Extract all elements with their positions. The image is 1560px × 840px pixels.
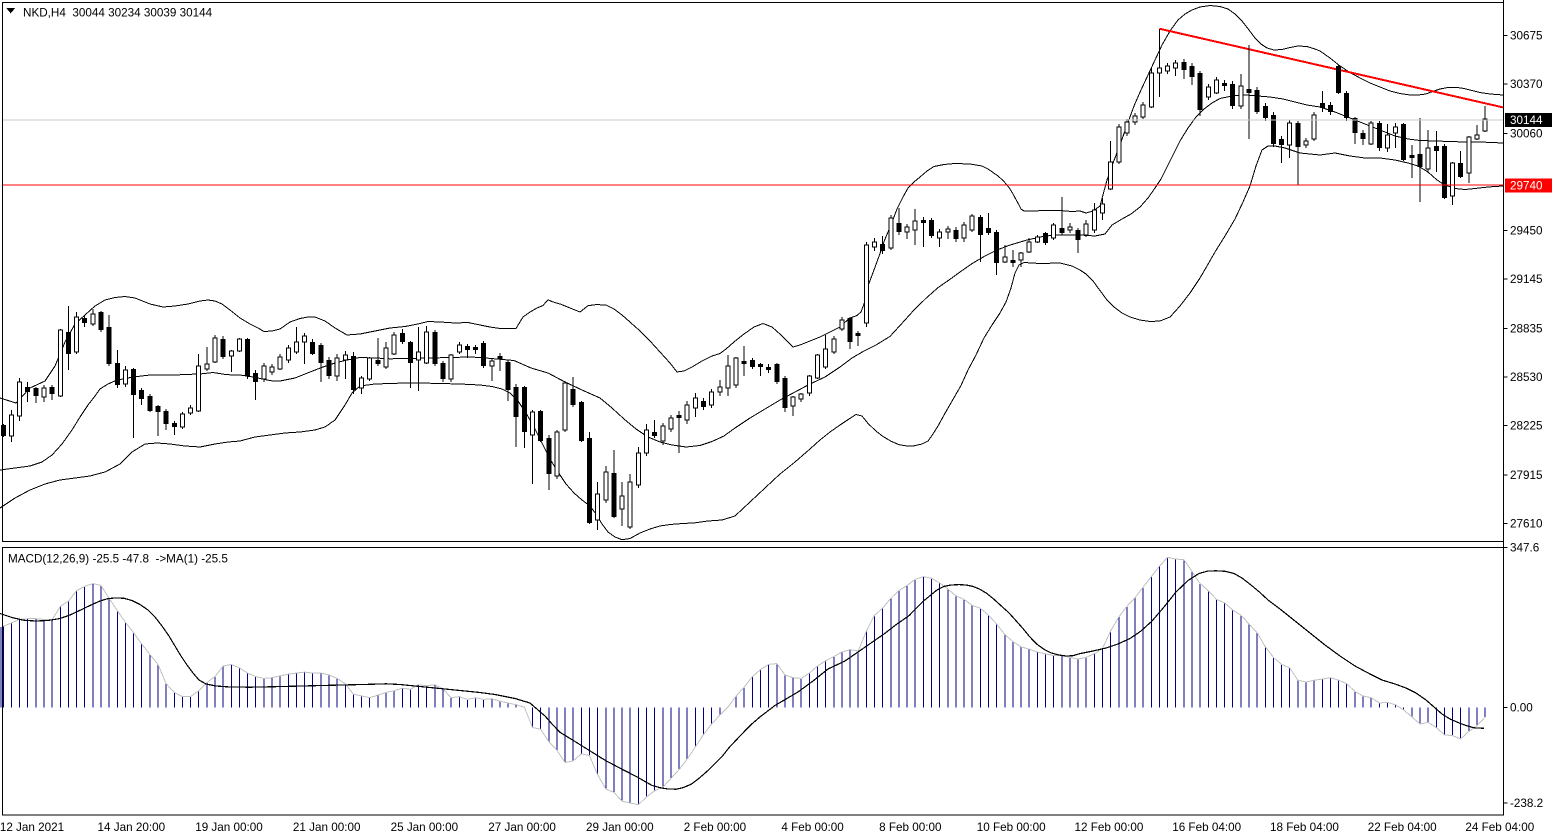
svg-text:12 Jan 2021: 12 Jan 2021 — [0, 821, 64, 834]
svg-text:27915: 27915 — [1510, 469, 1543, 482]
svg-text:30060: 30060 — [1510, 128, 1543, 141]
svg-text:347.6: 347.6 — [1510, 542, 1539, 555]
svg-text:NKD,H4 30044 30234 30039 3014: NKD,H4 30044 30234 30039 30144 — [23, 7, 213, 20]
svg-text:14 Jan 20:00: 14 Jan 20:00 — [98, 821, 166, 834]
svg-text:28530: 28530 — [1510, 371, 1543, 384]
svg-text:27610: 27610 — [1510, 518, 1543, 531]
svg-text:10 Feb 00:00: 10 Feb 00:00 — [977, 821, 1046, 834]
svg-text:22 Feb 04:00: 22 Feb 04:00 — [1368, 821, 1437, 834]
svg-text:24 Feb 04:00: 24 Feb 04:00 — [1465, 821, 1534, 834]
svg-text:12 Feb 00:00: 12 Feb 00:00 — [1075, 821, 1144, 834]
svg-text:30675: 30675 — [1510, 30, 1543, 43]
svg-text:0.00: 0.00 — [1510, 701, 1533, 714]
svg-text:29 Jan 00:00: 29 Jan 00:00 — [586, 821, 654, 834]
svg-text:28835: 28835 — [1510, 323, 1543, 336]
svg-text:30144: 30144 — [1510, 114, 1543, 127]
svg-text:MACD(12,26,9) -25.5 -47.8 ->M: MACD(12,26,9) -25.5 -47.8 ->MA(1) -25.5 — [8, 553, 228, 566]
svg-text:18 Feb 04:00: 18 Feb 04:00 — [1270, 821, 1339, 834]
svg-text:27 Jan 00:00: 27 Jan 00:00 — [488, 821, 556, 834]
svg-text:29450: 29450 — [1510, 225, 1543, 238]
svg-text:16 Feb 04:00: 16 Feb 04:00 — [1172, 821, 1241, 834]
svg-text:2 Feb 00:00: 2 Feb 00:00 — [684, 821, 747, 834]
svg-text:4 Feb 00:00: 4 Feb 00:00 — [781, 821, 844, 834]
svg-text:21 Jan 00:00: 21 Jan 00:00 — [293, 821, 361, 834]
svg-text:19 Jan 00:00: 19 Jan 00:00 — [195, 821, 263, 834]
svg-text:29740: 29740 — [1510, 180, 1543, 193]
svg-text:-238.2: -238.2 — [1510, 797, 1543, 810]
svg-text:25 Jan 00:00: 25 Jan 00:00 — [391, 821, 459, 834]
svg-text:28225: 28225 — [1510, 420, 1543, 433]
svg-text:8 Feb 00:00: 8 Feb 00:00 — [879, 821, 942, 834]
svg-text:30370: 30370 — [1510, 78, 1543, 91]
svg-text:29145: 29145 — [1510, 273, 1543, 286]
